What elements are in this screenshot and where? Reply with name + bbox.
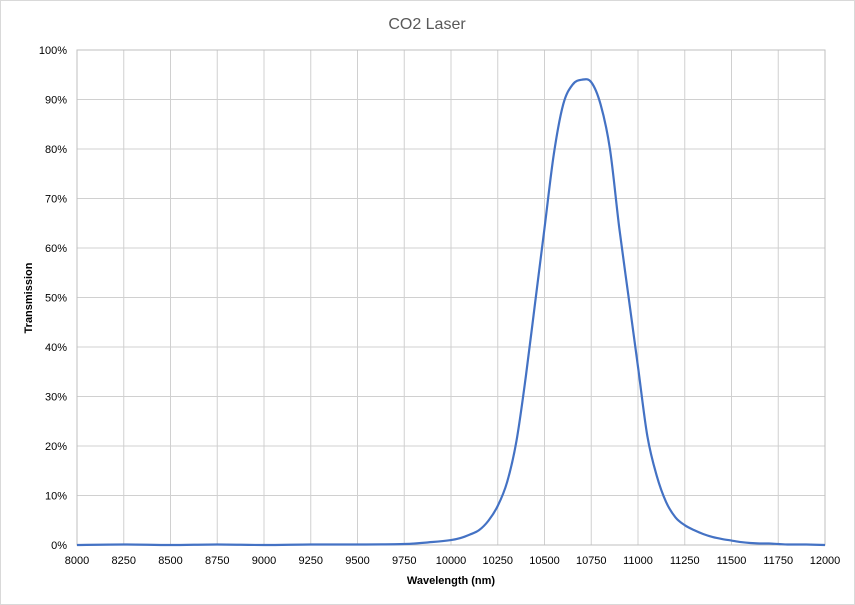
y-tick-label: 20% — [45, 441, 67, 453]
x-axis-label: Wavelength (nm) — [407, 575, 496, 587]
x-tick-label: 9250 — [299, 555, 323, 567]
x-tick-label: 10750 — [576, 555, 607, 567]
y-tick-label: 100% — [39, 45, 67, 57]
y-tick-label: 90% — [45, 95, 67, 107]
plot-area — [76, 49, 826, 546]
y-tick-label: 50% — [45, 293, 67, 305]
y-tick-label: 70% — [45, 194, 67, 206]
x-tick-label: 8250 — [112, 555, 136, 567]
y-tick-label: 30% — [45, 392, 67, 404]
y-tick-label: 40% — [45, 342, 67, 354]
x-tick-label: 8000 — [65, 555, 89, 567]
x-tick-label: 11000 — [623, 555, 653, 567]
x-tick-label: 11750 — [763, 555, 793, 567]
x-tick-label: 11250 — [670, 555, 700, 567]
x-tick-label: 12000 — [810, 555, 841, 567]
x-tick-label: 8750 — [205, 555, 229, 567]
y-tick-label: 0% — [51, 540, 67, 552]
y-tick-label: 80% — [45, 144, 67, 156]
y-tick-label: 10% — [45, 491, 67, 503]
x-tick-label: 9000 — [252, 555, 276, 567]
y-tick-labels: 0% 10% 20% 30% 40% 50% 60% 70% 80% 90% 100% — [39, 45, 67, 552]
x-tick-label: 9500 — [345, 555, 369, 567]
series-layer — [76, 78, 826, 547]
x-tick-label: 10500 — [529, 555, 560, 567]
y-tick-label: 60% — [45, 243, 67, 255]
x-tick-label: 9750 — [392, 555, 416, 567]
x-tick-labels: 8000 8250 8500 8750 9000 9250 9500 9750 10000 102… — [65, 555, 841, 567]
grid-layer — [76, 49, 826, 546]
x-tick-label: 11500 — [717, 555, 747, 567]
series-line — [76, 78, 826, 547]
x-tick-label: 8500 — [158, 555, 182, 567]
x-tick-label: 10250 — [482, 555, 513, 567]
chart-title: CO2 Laser — [388, 16, 466, 33]
x-tick-label: 10000 — [436, 555, 467, 567]
y-axis-label: Transmission — [23, 262, 35, 333]
